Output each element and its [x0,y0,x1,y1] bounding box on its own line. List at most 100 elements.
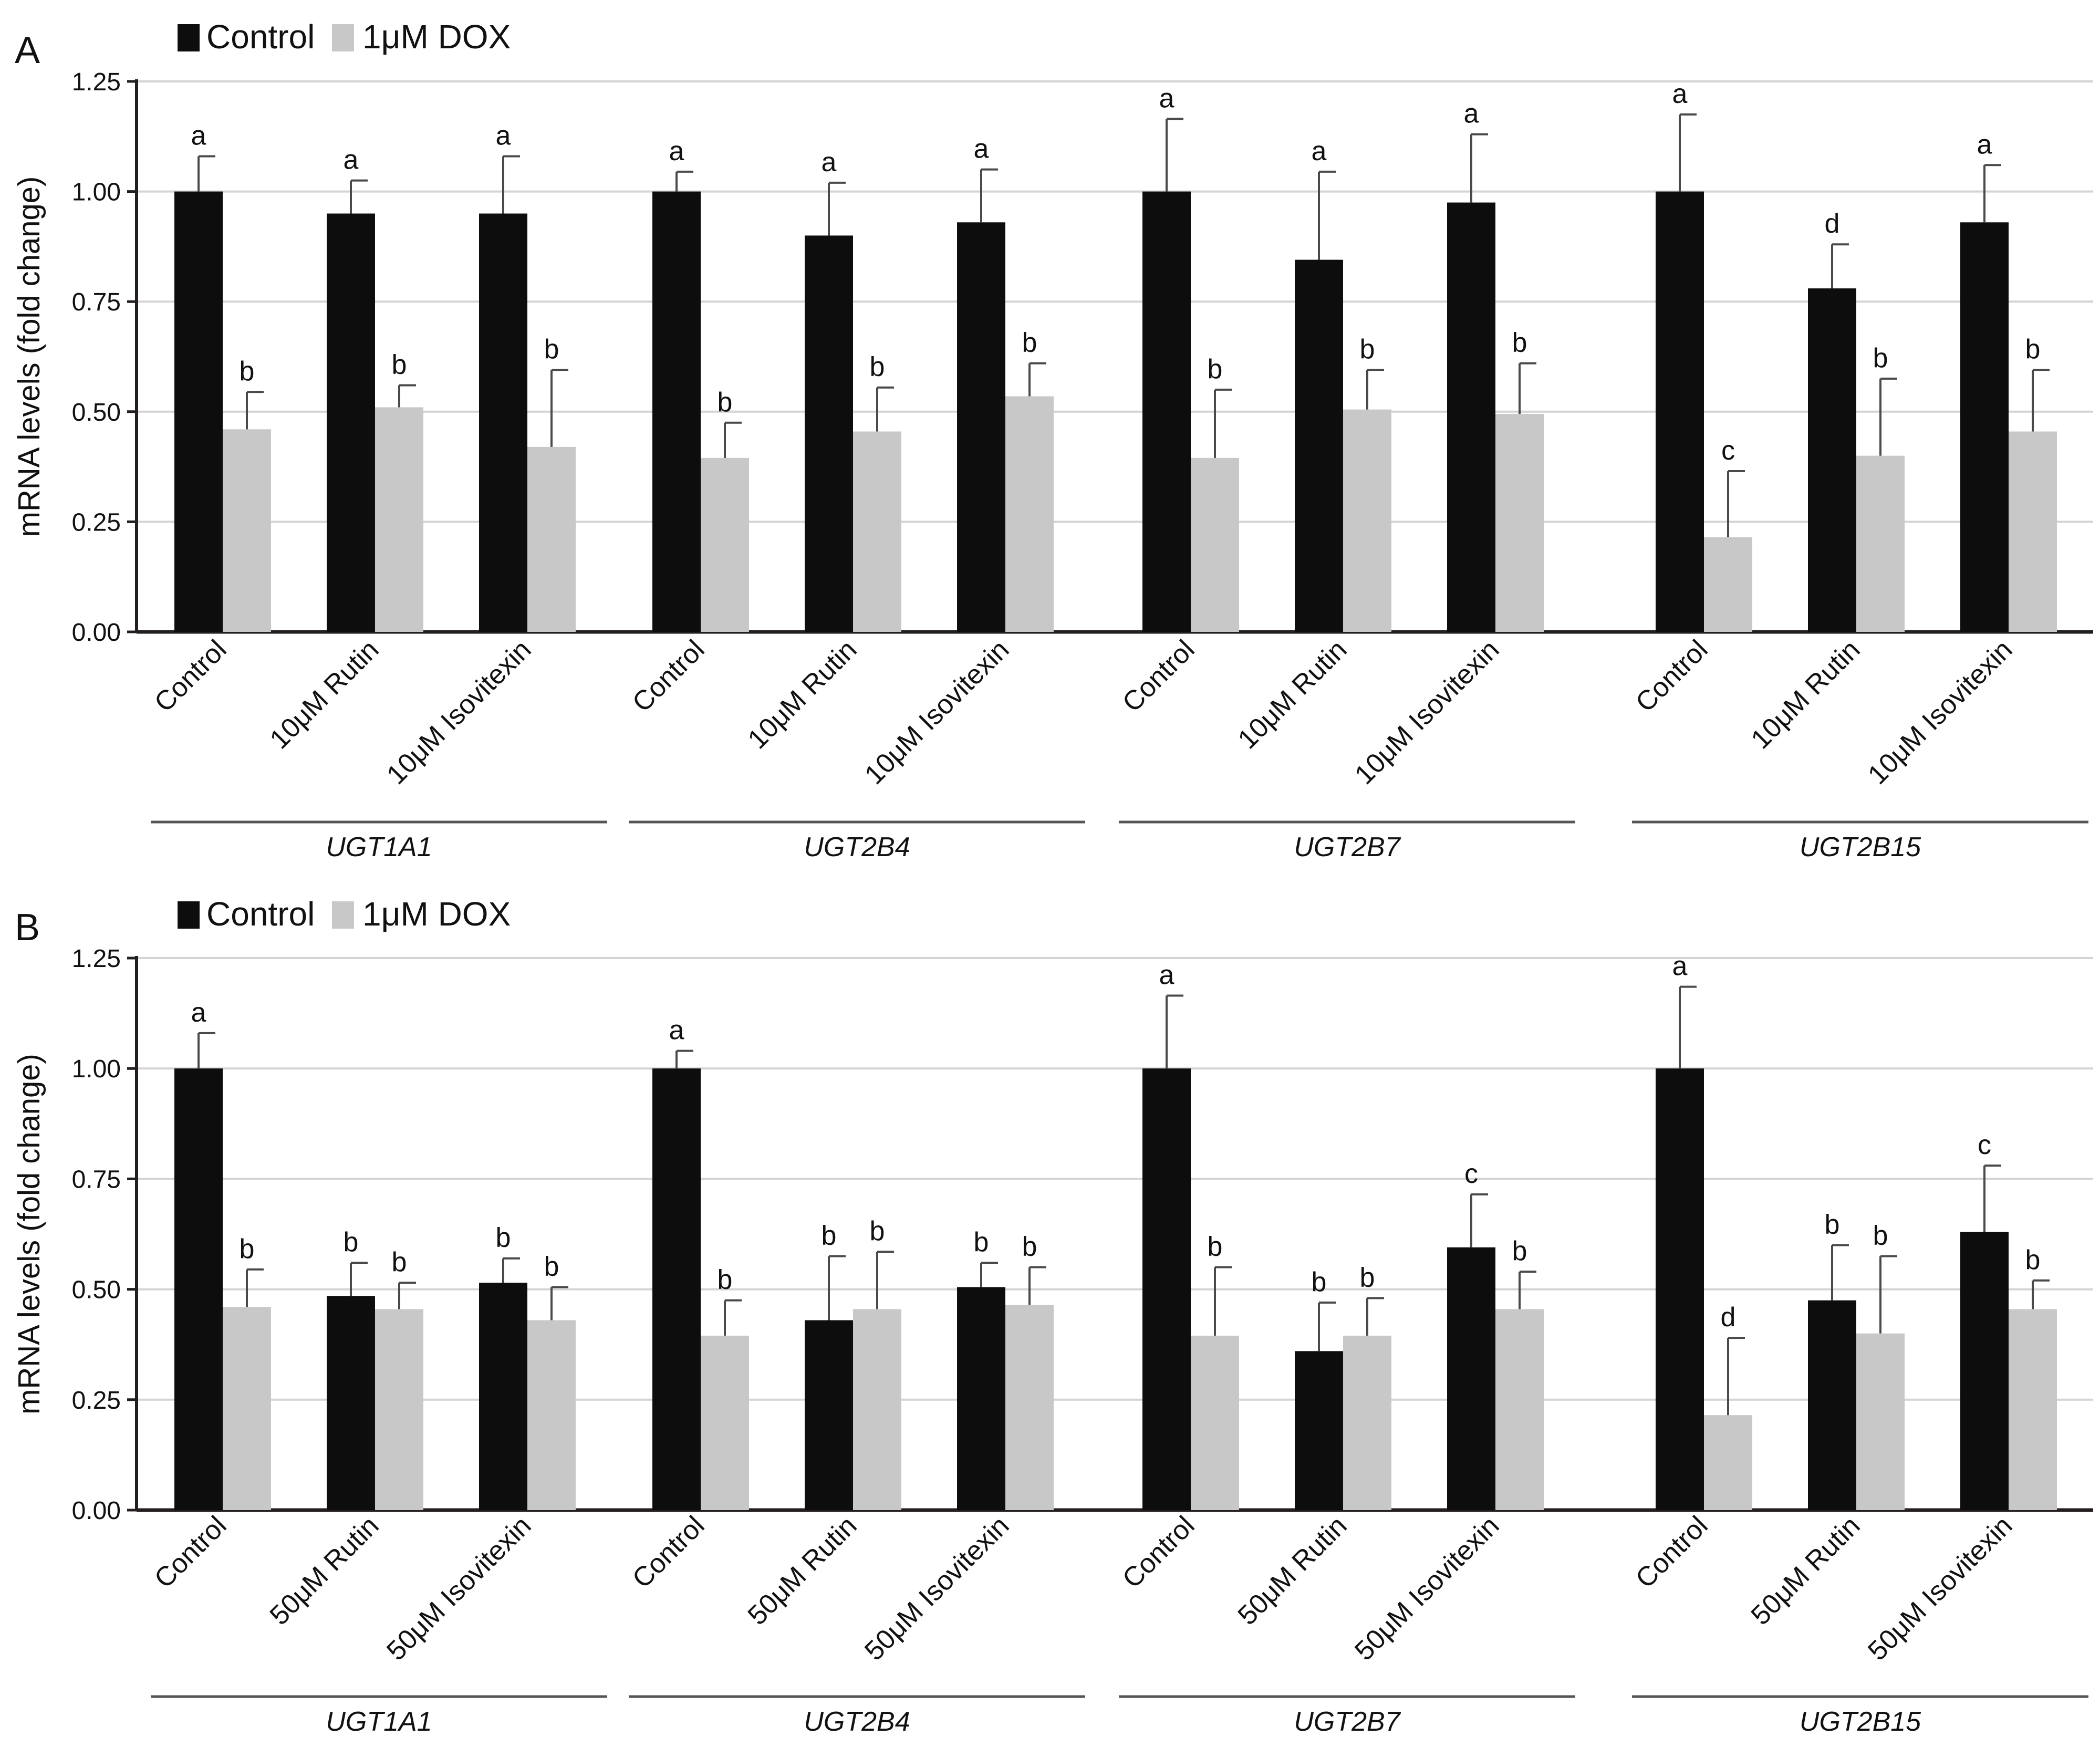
significance-letter: b [974,1227,989,1257]
significance-letter: a [344,145,359,175]
significance-letter: b [344,1227,359,1257]
y-tick-label: 0.75 [72,1166,121,1193]
gene-label: UGT2B7 [1294,832,1401,862]
bar-dox [1856,1333,1905,1510]
bar-dox [853,1309,901,1510]
bar-dox [527,1320,576,1510]
bar-control [957,1287,1005,1510]
gene-label: UGT2B7 [1294,1707,1401,1737]
bar-dox [853,431,901,632]
category-label: 10μM Rutin [742,634,863,755]
y-tick-label: 1.25 [72,945,121,973]
bar-control [805,1320,853,1510]
bar-dox [1495,413,1544,632]
gene-group-UGT1A1: a b Control a b 10μM Rutin a b 10μM Isovitexin UG… [149,121,607,862]
significance-letter: a [191,121,206,151]
category-label: 10μM Isovitexin [859,634,1015,790]
y-tick-label: 0.25 [72,1387,121,1415]
gene-group-UGT2B7: a b Control b b 50μM Rutin c b 50μM Isovitexin UG… [1117,960,1575,1737]
significance-letter: d [1721,1302,1736,1333]
bar-dox [1343,1335,1391,1510]
significance-letter: b [2025,1245,2041,1275]
significance-letter: b [1208,1232,1223,1262]
significance-letter: b [718,1265,733,1295]
gene-label: UGT2B4 [804,1707,910,1737]
bar-control [479,213,527,632]
bar-dox [1191,457,1239,632]
bar-control [327,1296,375,1510]
significance-letter: b [1312,1267,1327,1297]
bar-control [1295,259,1343,632]
y-axis-label: mRNA levels (fold change) [12,1054,46,1415]
significance-letter: b [1360,1262,1375,1293]
panel-letter: A [15,29,40,71]
bar-control [957,222,1005,632]
significance-letter: b [240,356,255,387]
significance-letter: a [191,997,206,1028]
bar-dox [1005,1305,1054,1510]
gene-label: UGT2B15 [1800,832,1921,862]
significance-letter: a [496,121,511,151]
y-tick-label: 1.00 [72,179,121,206]
y-tick-label: 0.50 [72,1276,121,1304]
bar-dox [375,1309,423,1510]
significance-letter: b [1360,334,1375,365]
category-label: Control [1117,634,1201,718]
chart-panel-A: A Control 1μM DOX 0.00 0.25 0.50 0.75 1.00 1.25 m… [12,18,2093,862]
bar-dox [223,429,271,632]
significance-letter: b [1873,343,1888,373]
bar-dox [1343,409,1391,632]
gene-group-UGT2B15: a c Control d b 10μM Rutin a b 10μM Isovitexin UG… [1630,79,2088,862]
legend-swatch-control [178,901,200,929]
legend: Control 1μM DOX [178,18,511,56]
category-label: 50μM Rutin [1232,1510,1353,1631]
gene-label: UGT1A1 [326,1707,432,1737]
category-label: Control [1630,1510,1714,1594]
y-tick-label: 0.00 [72,1497,121,1525]
significance-letter: a [1159,83,1174,113]
legend-swatch-dox [332,901,354,929]
significance-letter: b [870,1216,885,1246]
significance-letter: b [1825,1210,1840,1240]
gene-label: UGT2B15 [1800,1707,1921,1737]
bar-control [1142,191,1191,632]
category-label: 10μM Isovitexin [381,634,537,790]
significance-letter: b [544,1251,559,1282]
significance-letter: a [822,147,837,178]
bar-control [1808,1300,1856,1510]
significance-letter: b [718,387,733,418]
significance-letter: b [1873,1221,1888,1251]
category-label: Control [149,1510,233,1594]
category-label: 50μM Isovitexin [381,1510,537,1666]
bar-control [174,191,223,632]
significance-letter: b [1512,328,1527,358]
legend-label-control: Control [206,18,315,56]
bar-control [1656,1068,1704,1510]
legend: Control 1μM DOX [178,895,511,933]
category-label: Control [627,634,711,718]
bar-dox [1704,537,1752,632]
bar-control [1656,191,1704,632]
significance-letter: b [496,1223,511,1253]
significance-letter: c [1464,1159,1478,1189]
y-tick-label: 1.00 [72,1055,121,1083]
significance-letter: a [669,1015,684,1046]
significance-letter: b [1512,1236,1527,1266]
category-label: 50μM Rutin [264,1510,385,1631]
bar-control [327,213,375,632]
significance-letter: b [392,349,407,380]
gene-group-UGT2B4: a b Control a b 10μM Rutin a b 10μM Isovitexin UG… [627,134,1085,862]
bar-dox [1495,1309,1544,1510]
bar-control [1960,1232,2009,1510]
significance-letter: a [1159,960,1174,990]
bar-dox [223,1307,271,1510]
category-label: 50μM Rutin [742,1510,863,1631]
bar-control [1142,1068,1191,1510]
bar-control [652,1068,701,1510]
bar-control [1960,222,2009,632]
y-tick-label: 0.75 [72,288,121,316]
bar-control [1808,288,1856,632]
bar-control [1447,1247,1495,1510]
bar-dox [1856,455,1905,632]
